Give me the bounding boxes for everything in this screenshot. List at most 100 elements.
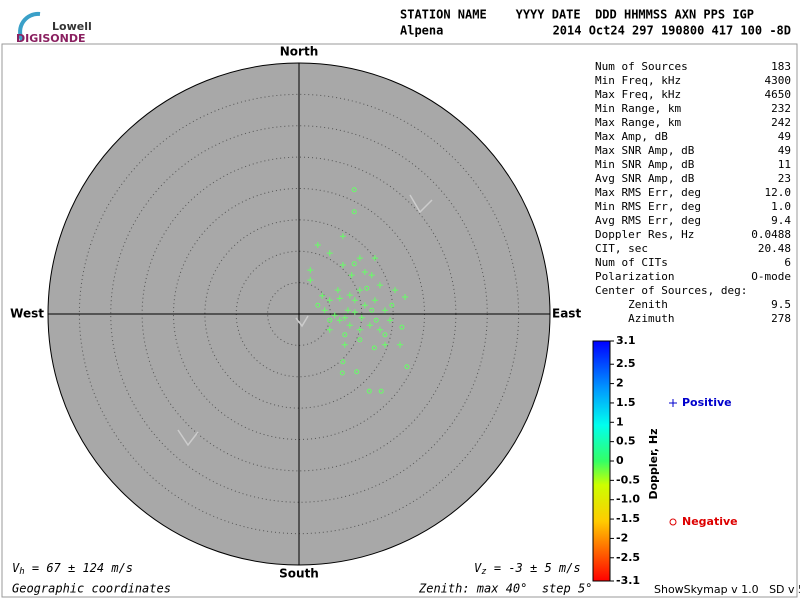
logo-top: Lowell <box>52 20 92 33</box>
source-positive <box>366 322 373 329</box>
source-negative <box>373 317 379 323</box>
stat-label: Max SNR Amp, dB <box>595 144 695 157</box>
colorbar-tick-label: -2 <box>616 531 628 544</box>
logo-arc <box>18 11 41 41</box>
source-negative <box>327 317 333 323</box>
logo-bottom: DIGISONDE <box>16 32 85 45</box>
vz-text: = -3 ± 5 m/s <box>487 561 581 575</box>
colorbar-tick-label: -2.5 <box>616 551 640 564</box>
source-negative <box>339 370 345 376</box>
source-positive <box>381 341 388 348</box>
source-positive <box>346 292 353 299</box>
stat-value: 4650 <box>765 88 792 101</box>
stat-label: Avg SNR Amp, dB <box>595 172 695 185</box>
source-positive <box>326 297 333 304</box>
stat-value: O-mode <box>751 270 791 283</box>
colorbar-tick-label: -3.1 <box>616 574 640 587</box>
version: ShowSkymap v 1.0 SD v 5.1 <box>654 583 800 596</box>
north-label: North <box>280 45 318 59</box>
colorbar-tick-label: 0.5 <box>616 435 636 448</box>
stat-value: 9.5 <box>771 298 791 311</box>
colorbar-tick-label: 1.5 <box>616 396 636 409</box>
source-positive <box>381 307 388 314</box>
source-positive <box>326 250 333 257</box>
stat-value: 20.48 <box>758 242 791 255</box>
colorbar-tick-label: -0.5 <box>616 473 640 486</box>
source-positive <box>339 233 346 240</box>
stat-label: Num of Sources <box>595 60 688 73</box>
stat-label: Max RMS Err, deg <box>595 186 701 199</box>
source-positive <box>392 287 399 294</box>
source-negative <box>369 307 375 313</box>
legend-marker <box>669 518 677 526</box>
coords: Geographic coordinates <box>12 582 171 596</box>
source-positive <box>361 302 368 309</box>
stat-label: Max Range, km <box>595 116 681 129</box>
legend-label: Positive <box>682 396 732 409</box>
stat-value: 9.4 <box>771 214 791 227</box>
vz: Vz = -3 ± 5 m/s <box>474 561 581 577</box>
source-positive <box>344 307 351 314</box>
stat-label: Center of Sources, deg: <box>595 284 747 297</box>
source-negative <box>351 187 357 193</box>
source-positive <box>339 262 346 269</box>
legend-marker <box>669 399 677 407</box>
stat-value: 49 <box>778 130 791 143</box>
colorbar-tick-label: -1.5 <box>616 512 640 525</box>
source-positive <box>397 341 404 348</box>
source-positive <box>358 314 365 321</box>
source-positive <box>348 272 355 279</box>
stat-label: Min RMS Err, deg <box>595 200 701 213</box>
station: Alpena <box>400 24 443 38</box>
source-negative <box>382 332 388 338</box>
source-positive <box>341 314 348 321</box>
source-positive <box>361 268 368 275</box>
source-positive <box>368 272 375 279</box>
stat-value: 11 <box>778 158 791 171</box>
stat-value: 1.0 <box>771 200 791 213</box>
source-positive <box>376 326 383 333</box>
source-negative <box>351 261 357 267</box>
stat-label: Max Freq, kHz <box>595 88 681 101</box>
source-positive <box>334 287 341 294</box>
colorbar-tick-label: 1 <box>616 415 624 428</box>
colorbar <box>592 340 611 582</box>
stat-value: 0.0488 <box>751 228 791 241</box>
source-positive <box>346 322 353 329</box>
stat-value: 23 <box>778 172 791 185</box>
source-negative <box>354 369 360 375</box>
vh-text: = 67 ± 124 m/s <box>25 561 133 575</box>
source-positive <box>331 312 338 319</box>
stat-label: Azimuth <box>595 312 674 325</box>
stat-label: Doppler Res, Hz <box>595 228 694 241</box>
vh: Vh = 67 ± 124 m/s <box>12 561 133 577</box>
stat-value: 4300 <box>765 74 792 87</box>
stat-value: 183 <box>771 60 791 73</box>
stat-label: Min SNR Amp, dB <box>595 158 695 171</box>
vz-sub: z <box>481 567 486 577</box>
colorbar-tick-label: 2 <box>616 377 624 390</box>
vh-sub: h <box>19 567 24 577</box>
stat-value: 232 <box>771 102 791 115</box>
colorbar-tick-label: 2.5 <box>616 357 636 370</box>
colorbar-tick-label: 3.1 <box>616 334 636 347</box>
source-negative <box>389 302 395 308</box>
stat-label: Min Range, km <box>595 102 681 115</box>
source-positive <box>402 294 409 301</box>
source-negative <box>371 345 377 351</box>
stat-label: Min Freq, kHz <box>595 74 681 87</box>
source-negative <box>404 364 410 370</box>
source-positive <box>307 267 314 274</box>
source-positive <box>351 309 358 316</box>
source-negative <box>340 359 346 365</box>
source-positive <box>326 326 333 333</box>
stat-value: 49 <box>778 144 791 157</box>
frame <box>1 43 798 598</box>
source-positive <box>307 277 314 284</box>
source-negative <box>351 209 357 215</box>
source-positive <box>321 307 328 314</box>
source-positive <box>371 297 378 304</box>
stat-label: Num of CITs <box>595 256 668 269</box>
vh-symbol: V <box>12 561 20 575</box>
